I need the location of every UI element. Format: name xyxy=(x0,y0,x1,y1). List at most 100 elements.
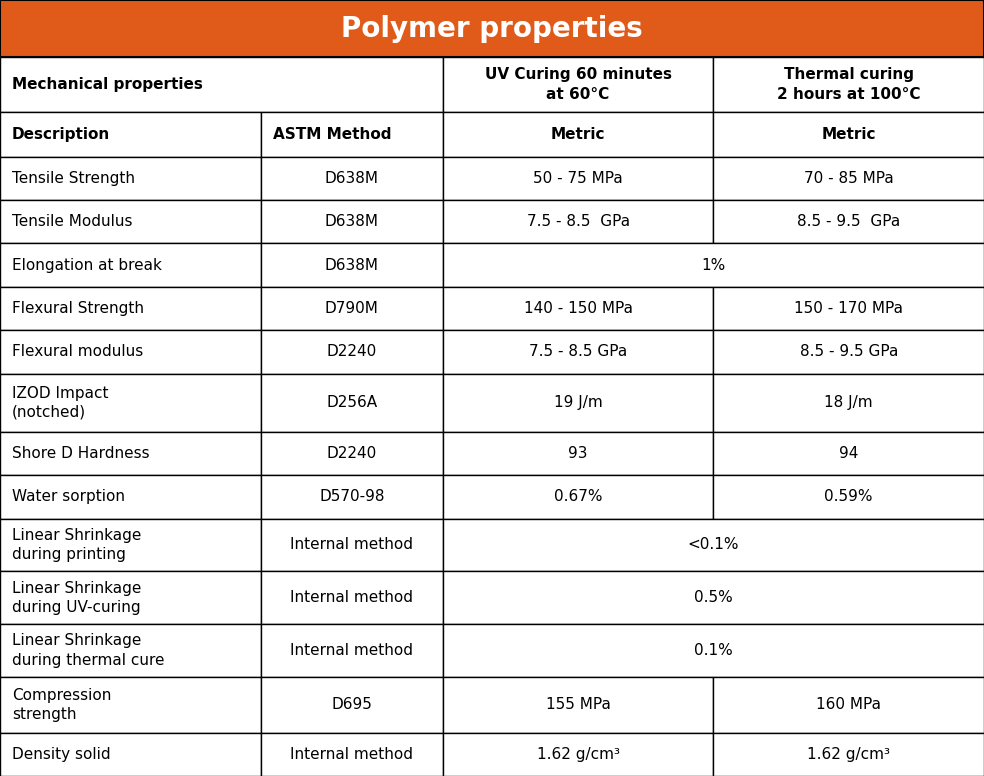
Bar xyxy=(713,331,984,374)
Bar xyxy=(261,374,443,431)
Bar xyxy=(0,624,261,677)
Bar xyxy=(713,112,984,157)
Bar xyxy=(0,518,261,571)
Bar xyxy=(0,624,261,677)
Bar xyxy=(0,374,261,431)
Bar xyxy=(0,287,261,331)
Text: Flexural Strength: Flexural Strength xyxy=(12,301,144,316)
Bar xyxy=(0,157,261,200)
Text: Tensile Strength: Tensile Strength xyxy=(12,171,135,185)
Bar xyxy=(261,112,443,157)
Bar xyxy=(0,200,261,244)
Bar xyxy=(0,112,261,157)
Bar xyxy=(0,244,261,287)
Text: Polymer properties: Polymer properties xyxy=(341,15,643,43)
Bar xyxy=(0,0,984,57)
Bar xyxy=(443,571,984,624)
Bar xyxy=(443,431,713,475)
Bar xyxy=(261,571,443,624)
Bar xyxy=(261,677,443,733)
Bar xyxy=(261,200,443,244)
Bar xyxy=(713,374,984,431)
Bar xyxy=(261,331,443,374)
Bar xyxy=(443,57,713,112)
Bar xyxy=(443,57,713,112)
Text: Tensile Modulus: Tensile Modulus xyxy=(12,214,132,229)
Bar xyxy=(0,518,261,571)
Bar xyxy=(713,287,984,331)
Bar xyxy=(261,244,443,287)
Bar xyxy=(443,112,713,157)
Text: 94: 94 xyxy=(839,446,858,461)
Bar xyxy=(0,374,261,431)
Bar xyxy=(0,0,984,57)
Text: D695: D695 xyxy=(332,697,372,712)
Bar xyxy=(0,733,261,776)
Bar xyxy=(443,200,713,244)
Text: 18 J/m: 18 J/m xyxy=(825,395,873,411)
Bar xyxy=(443,677,713,733)
Bar xyxy=(261,677,443,733)
Text: 155 MPa: 155 MPa xyxy=(546,697,610,712)
Bar xyxy=(443,518,984,571)
Bar xyxy=(443,112,713,157)
Bar xyxy=(713,57,984,112)
Bar xyxy=(443,475,713,518)
Text: D2240: D2240 xyxy=(327,446,377,461)
Bar xyxy=(261,331,443,374)
Bar xyxy=(713,331,984,374)
Bar xyxy=(443,733,713,776)
Text: Thermal curing
2 hours at 100°C: Thermal curing 2 hours at 100°C xyxy=(777,68,920,102)
Bar xyxy=(0,677,261,733)
Text: 70 - 85 MPa: 70 - 85 MPa xyxy=(804,171,893,185)
Bar xyxy=(443,475,713,518)
Bar xyxy=(261,733,443,776)
Text: Internal method: Internal method xyxy=(290,591,413,605)
Bar xyxy=(261,733,443,776)
Bar xyxy=(0,733,261,776)
Bar xyxy=(713,57,984,112)
Bar xyxy=(443,287,713,331)
Bar xyxy=(261,374,443,431)
Bar xyxy=(0,331,261,374)
Text: Description: Description xyxy=(12,126,110,141)
Bar xyxy=(261,624,443,677)
Text: D638M: D638M xyxy=(325,214,379,229)
Bar xyxy=(0,431,261,475)
Bar xyxy=(0,475,261,518)
Bar xyxy=(443,287,713,331)
Bar xyxy=(443,157,713,200)
Text: 0.67%: 0.67% xyxy=(554,490,602,504)
Text: 0.59%: 0.59% xyxy=(825,490,873,504)
Bar xyxy=(443,374,713,431)
Text: 150 - 170 MPa: 150 - 170 MPa xyxy=(794,301,903,316)
Bar xyxy=(443,244,984,287)
Bar xyxy=(261,431,443,475)
Bar xyxy=(713,677,984,733)
Text: 93: 93 xyxy=(569,446,587,461)
Text: 19 J/m: 19 J/m xyxy=(554,395,602,411)
Bar xyxy=(713,200,984,244)
Text: Water sorption: Water sorption xyxy=(12,490,125,504)
Text: Metric: Metric xyxy=(551,126,605,141)
Bar xyxy=(261,518,443,571)
Bar xyxy=(0,57,443,112)
Bar xyxy=(713,200,984,244)
Bar xyxy=(443,200,713,244)
Bar xyxy=(261,475,443,518)
Bar xyxy=(261,624,443,677)
Bar xyxy=(443,244,984,287)
Bar xyxy=(0,431,261,475)
Bar xyxy=(713,374,984,431)
Text: Compression
strength: Compression strength xyxy=(12,688,111,722)
Bar xyxy=(261,287,443,331)
Text: Internal method: Internal method xyxy=(290,747,413,762)
Bar xyxy=(443,624,984,677)
Text: 1.62 g/cm³: 1.62 g/cm³ xyxy=(536,747,620,762)
Bar xyxy=(713,431,984,475)
Text: Internal method: Internal method xyxy=(290,538,413,553)
Bar xyxy=(713,475,984,518)
Bar xyxy=(713,157,984,200)
Bar xyxy=(713,157,984,200)
Text: D638M: D638M xyxy=(325,171,379,185)
